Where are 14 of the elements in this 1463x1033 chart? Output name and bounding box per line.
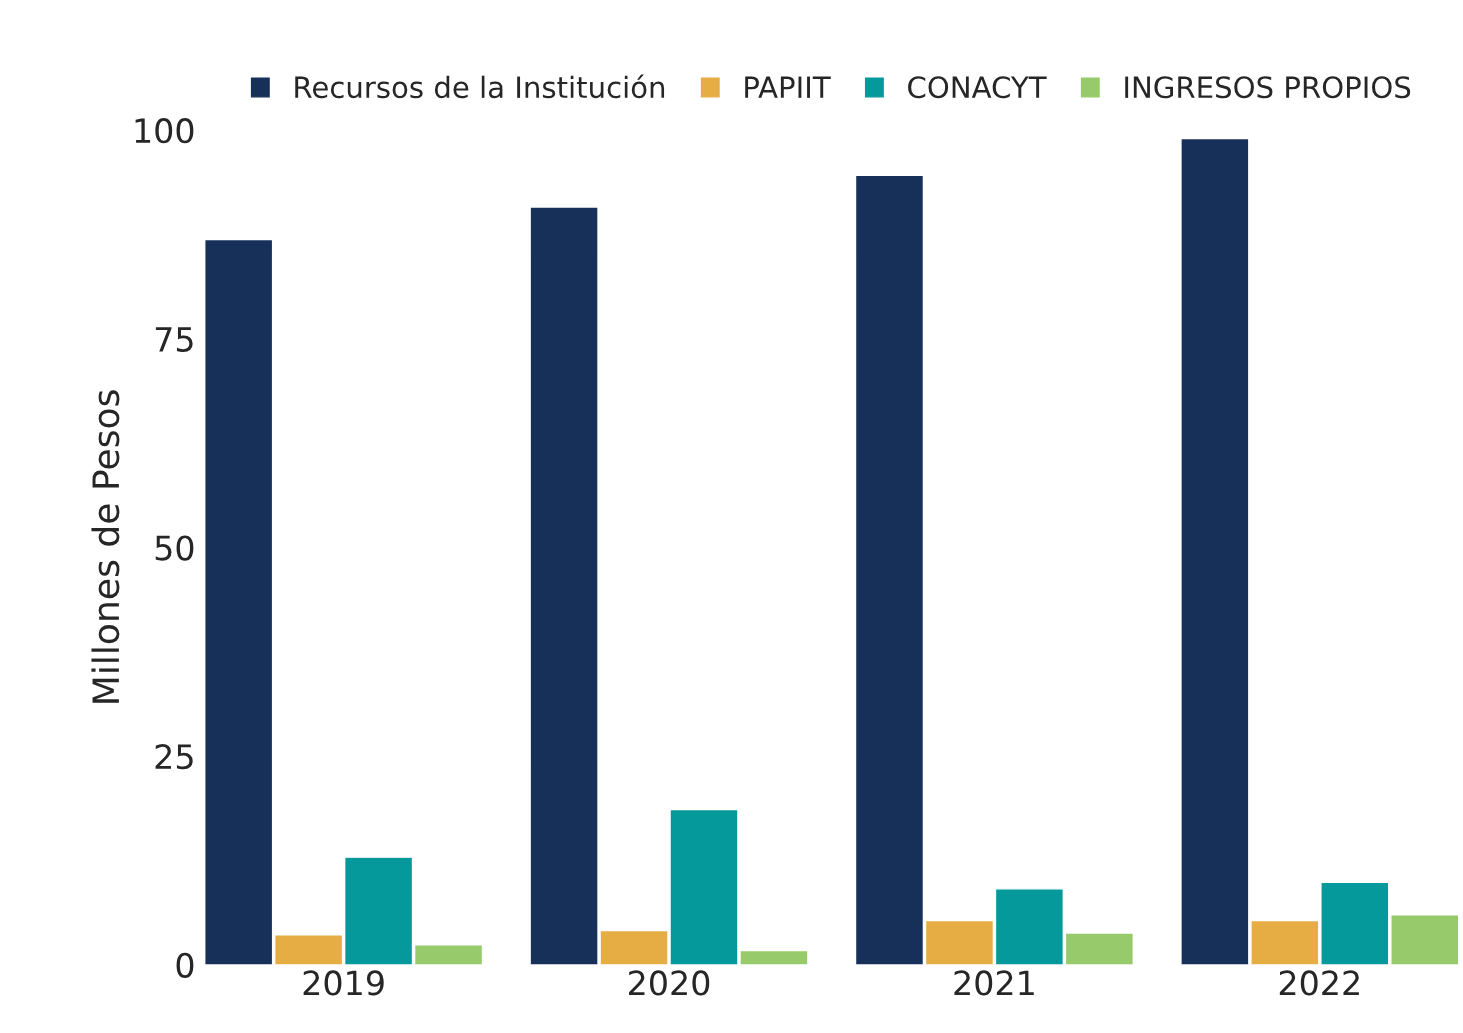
- x-tick-label: 2021: [954, 970, 1034, 996]
- legend-label: Recursos de la Institución: [295, 74, 665, 99]
- legend-label: CONACYT: [908, 76, 1047, 99]
- y-axis-title: Millones de Pesos: [91, 390, 120, 703]
- y-tick-label: 50: [155, 535, 194, 561]
- x-tick-label: 2019: [303, 970, 384, 996]
- y-tick-label: 25: [155, 744, 193, 770]
- legend-label: INGRESOS PROPIOS: [1125, 76, 1411, 99]
- x-tick-label: 2020: [629, 970, 710, 996]
- x-tick-label: 2022: [1279, 970, 1359, 996]
- y-tick-label: 100: [135, 118, 194, 144]
- y-tick-label: 0: [176, 952, 194, 978]
- legend-label: PAPIIT: [745, 76, 831, 98]
- y-tick-label: 75: [155, 327, 193, 352]
